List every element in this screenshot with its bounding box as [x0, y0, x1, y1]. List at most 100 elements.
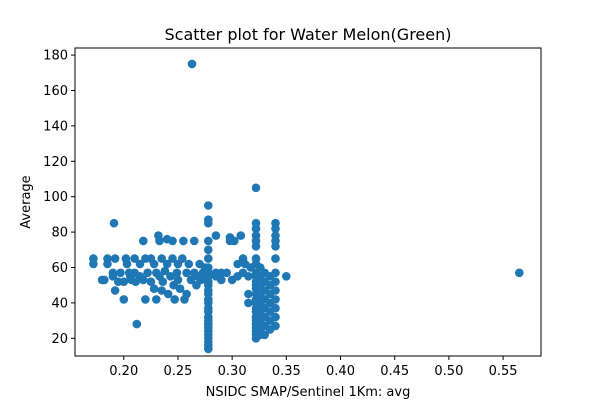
data-point	[130, 254, 139, 263]
y-tick-label: 80	[51, 226, 68, 241]
data-point	[122, 259, 132, 269]
data-point	[184, 259, 194, 269]
data-point	[186, 275, 196, 285]
data-point	[152, 295, 161, 304]
data-point	[222, 268, 231, 278]
data-point	[244, 289, 253, 299]
data-point	[182, 289, 191, 299]
data-point	[173, 275, 183, 285]
x-tick-label: 0.40	[326, 364, 355, 379]
data-point	[233, 259, 242, 269]
data-point	[211, 231, 221, 240]
data-point	[119, 295, 129, 304]
data-point	[271, 321, 280, 331]
data-point	[236, 231, 246, 240]
x-axis: 0.20 0.25 0.30 0.35 0.40 0.45 0.50 0.55	[109, 356, 518, 379]
data-point	[271, 242, 280, 251]
data-point	[204, 245, 213, 255]
y-tick-label: 100	[43, 190, 68, 205]
data-point	[271, 295, 280, 304]
data-point	[158, 277, 168, 287]
data-point	[179, 236, 188, 246]
y-axis-label: Average	[19, 175, 34, 228]
data-point	[110, 254, 120, 263]
data-point	[251, 242, 261, 251]
data-point	[109, 218, 119, 228]
data-point	[271, 254, 280, 263]
data-point	[271, 312, 280, 322]
data-point	[244, 272, 253, 281]
data-point	[271, 286, 280, 295]
data-point	[170, 295, 179, 304]
data-point	[204, 344, 213, 354]
y-tick-label: 20	[51, 332, 68, 347]
data-point	[157, 254, 166, 263]
data-point	[244, 298, 253, 308]
data-point	[204, 254, 213, 263]
data-point	[204, 201, 213, 210]
data-point	[163, 289, 173, 299]
y-tick-label: 40	[51, 296, 68, 311]
data-point	[178, 254, 187, 263]
data-point	[155, 236, 164, 246]
y-tick-label: 60	[51, 261, 68, 276]
data-point	[110, 286, 120, 295]
x-tick-label: 0.55	[489, 364, 518, 379]
data-point	[135, 259, 145, 269]
data-point	[139, 236, 148, 246]
y-tick-label: 180	[43, 49, 68, 64]
data-point	[204, 218, 213, 228]
y-tick-label: 140	[43, 119, 68, 134]
chart-title: Scatter plot for Water Melon(Green)	[165, 25, 452, 44]
data-point	[251, 224, 261, 233]
data-point	[271, 224, 280, 233]
y-axis: 20 40 60 80 100 120 140 160 180	[43, 49, 75, 347]
data-point	[132, 319, 142, 329]
x-tick-label: 0.30	[218, 364, 247, 379]
data-point	[157, 286, 166, 295]
data-point	[139, 275, 148, 285]
data-point	[168, 254, 177, 263]
data-point	[108, 272, 118, 281]
x-tick-label: 0.35	[272, 364, 301, 379]
data-point	[182, 268, 191, 278]
data-point	[103, 254, 112, 263]
data-point	[100, 275, 109, 285]
data-point	[166, 272, 175, 281]
data-point	[143, 268, 152, 278]
data-point	[251, 183, 261, 193]
data-point	[187, 59, 197, 69]
x-tick-label: 0.25	[163, 364, 192, 379]
data-point	[119, 277, 129, 287]
x-tick-label: 0.45	[380, 364, 409, 379]
data-point	[89, 259, 98, 269]
data-point	[149, 259, 159, 269]
y-tick-label: 120	[43, 155, 68, 170]
data-point	[162, 259, 172, 269]
data-point	[515, 268, 524, 278]
data-point	[271, 277, 280, 287]
data-point	[116, 268, 125, 278]
data-point	[149, 284, 159, 294]
data-point	[282, 272, 291, 281]
data-point	[160, 266, 170, 276]
data-point	[260, 330, 270, 340]
data-point	[217, 275, 226, 285]
plot-frame	[74, 47, 542, 357]
data-point	[271, 303, 280, 313]
data-point	[172, 268, 182, 278]
data-point	[168, 236, 177, 246]
x-tick-label: 0.50	[434, 364, 463, 379]
data-point	[271, 268, 280, 278]
y-tick-label: 160	[43, 84, 68, 99]
x-tick-label: 0.20	[109, 364, 138, 379]
data-point	[141, 295, 150, 304]
data-point	[204, 236, 213, 246]
data-point	[175, 284, 185, 294]
data-point	[230, 236, 239, 246]
data-points	[89, 59, 524, 354]
data-point	[146, 277, 156, 287]
x-axis-label: NSIDC SMAP/Sentinel 1Km: avg	[206, 385, 411, 400]
data-point	[189, 236, 199, 246]
